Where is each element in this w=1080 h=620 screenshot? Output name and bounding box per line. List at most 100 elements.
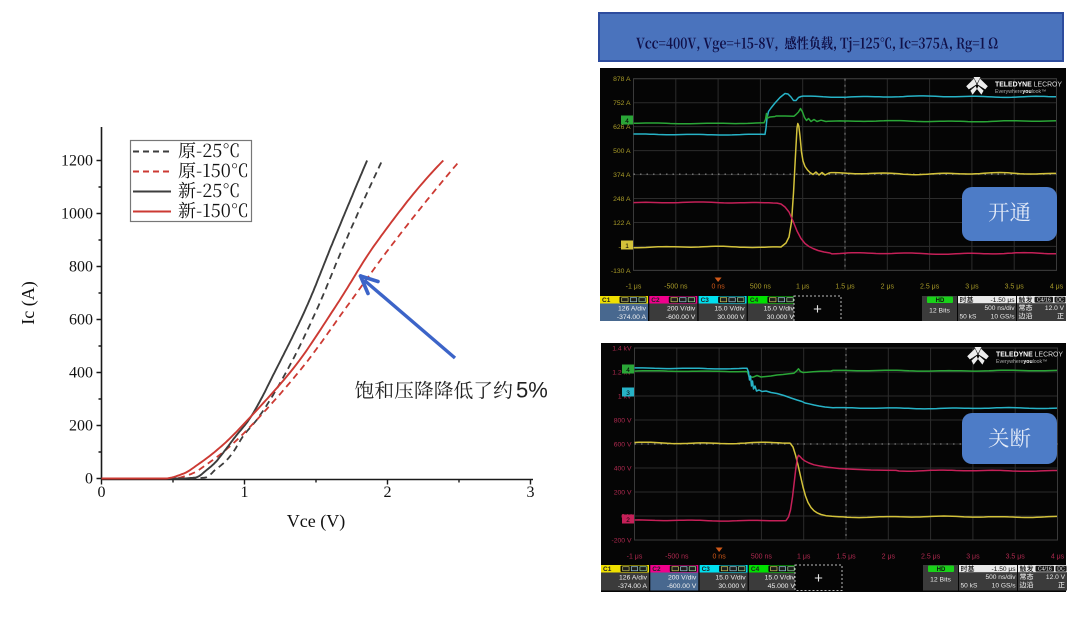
svg-text:374 A: 374 A — [613, 172, 631, 179]
svg-text:HD: HD — [937, 567, 946, 573]
svg-text:2.5 μs: 2.5 μs — [920, 284, 940, 291]
svg-text:-1 μs: -1 μs — [627, 554, 643, 561]
svg-text:800 V: 800 V — [614, 418, 632, 425]
svg-text:12 Bits: 12 Bits — [930, 577, 951, 584]
svg-text:15.0 V/div: 15.0 V/div — [715, 575, 746, 582]
svg-text:1 μs: 1 μs — [796, 284, 810, 291]
svg-text:122 A: 122 A — [613, 220, 631, 227]
svg-text:3: 3 — [626, 390, 630, 397]
svg-text:0 ns: 0 ns — [711, 284, 725, 291]
svg-text:-500 ns: -500 ns — [664, 284, 688, 291]
svg-text:-374.00 A: -374.00 A — [618, 583, 648, 590]
svg-text:3.5 μs: 3.5 μs — [1005, 284, 1025, 291]
svg-text:500 ns: 500 ns — [750, 284, 772, 291]
svg-text:2: 2 — [626, 517, 630, 524]
svg-text:0: 0 — [98, 484, 106, 501]
svg-text:248 A: 248 A — [613, 196, 631, 203]
svg-text:DC: DC — [1056, 298, 1064, 304]
svg-text:10 GS/s: 10 GS/s — [992, 582, 1017, 589]
svg-text:200: 200 — [69, 418, 93, 435]
svg-text:-1.50 μs: -1.50 μs — [991, 297, 1016, 304]
svg-text:C3: C3 — [701, 297, 710, 304]
svg-text:Vce (V): Vce (V) — [287, 511, 345, 532]
svg-text:50 kS: 50 kS — [961, 582, 978, 589]
svg-text:12.0 V: 12.0 V — [1046, 574, 1066, 581]
svg-text:878 A: 878 A — [613, 76, 631, 83]
svg-text:TELEDYNE LECROY: TELEDYNE LECROY — [995, 82, 1062, 89]
svg-text:TELEDYNE LECROY: TELEDYNE LECROY — [996, 352, 1063, 359]
svg-text:5%: 5% — [516, 378, 548, 403]
svg-text:-130 A: -130 A — [611, 268, 631, 275]
svg-text:3.5 μs: 3.5 μs — [1006, 554, 1026, 561]
svg-text:+: + — [814, 570, 823, 587]
svg-text:2 μs: 2 μs — [882, 554, 896, 561]
svg-text:0: 0 — [85, 471, 93, 488]
svg-text:-200 V: -200 V — [611, 538, 631, 545]
svg-text:C4/16: C4/16 — [1038, 567, 1052, 573]
svg-text:HD: HD — [936, 298, 945, 304]
svg-text:600: 600 — [69, 312, 93, 329]
svg-text:30.000 V: 30.000 V — [718, 583, 746, 590]
svg-text:3 μs: 3 μs — [966, 554, 980, 561]
svg-text:Ic (A): Ic (A) — [18, 281, 39, 324]
svg-text:3: 3 — [527, 484, 535, 501]
svg-text:626 A: 626 A — [613, 124, 631, 131]
svg-text:15.0 V/div: 15.0 V/div — [714, 306, 745, 313]
svg-text:4 μs: 4 μs — [1051, 554, 1065, 561]
svg-text:126 A/div: 126 A/div — [619, 575, 648, 582]
svg-text:1: 1 — [625, 243, 629, 250]
svg-text:12.0 V: 12.0 V — [1045, 305, 1065, 312]
svg-text:1 kV: 1 kV — [618, 394, 632, 401]
svg-text:400: 400 — [69, 365, 93, 382]
svg-text:4: 4 — [625, 118, 629, 125]
svg-text:C1: C1 — [603, 566, 612, 573]
svg-text:C2: C2 — [651, 297, 660, 304]
svg-text:1000: 1000 — [61, 206, 93, 223]
svg-text:500 A: 500 A — [613, 148, 631, 155]
svg-text:1 μs: 1 μs — [797, 554, 811, 561]
svg-text:400 V: 400 V — [614, 466, 632, 473]
svg-text:1: 1 — [241, 484, 249, 501]
svg-text:-374.00 A: -374.00 A — [617, 314, 647, 321]
svg-text:15.0 V/div: 15.0 V/div — [764, 306, 795, 313]
svg-text:C1: C1 — [602, 297, 611, 304]
svg-text:45.000 V: 45.000 V — [768, 583, 796, 590]
svg-text:30.000 V: 30.000 V — [717, 314, 745, 321]
svg-text:126 A/div: 126 A/div — [618, 306, 647, 313]
svg-text:1.5 μs: 1.5 μs — [835, 284, 855, 291]
svg-text:C4: C4 — [751, 566, 760, 573]
svg-text:15.0 V/div: 15.0 V/div — [765, 575, 796, 582]
svg-text:2 μs: 2 μs — [881, 284, 895, 291]
svg-text:200 V/div: 200 V/div — [667, 306, 696, 313]
svg-text:1200: 1200 — [61, 153, 93, 170]
svg-text:12 Bits: 12 Bits — [929, 308, 950, 315]
svg-text:C4: C4 — [750, 297, 759, 304]
svg-text:0 ns: 0 ns — [712, 554, 726, 561]
svg-text:C4/16: C4/16 — [1037, 298, 1051, 304]
svg-text:3 μs: 3 μs — [965, 284, 979, 291]
svg-text:1.5 μs: 1.5 μs — [836, 554, 856, 561]
svg-text:-1.50 μs: -1.50 μs — [992, 566, 1017, 573]
svg-text:2.5 μs: 2.5 μs — [921, 554, 941, 561]
svg-text:4: 4 — [626, 367, 630, 374]
svg-text:Everywhereyoulook™: Everywhereyoulook™ — [995, 89, 1046, 95]
svg-text:800: 800 — [69, 259, 93, 276]
svg-text:500 ns/div: 500 ns/div — [984, 305, 1015, 312]
svg-text:+: + — [813, 301, 822, 318]
svg-text:-600.00 V: -600.00 V — [667, 583, 697, 590]
svg-text:C3: C3 — [702, 566, 711, 573]
svg-text:DC: DC — [1057, 567, 1065, 573]
svg-text:-500 ns: -500 ns — [665, 554, 689, 561]
svg-text:200 V/div: 200 V/div — [668, 575, 697, 582]
svg-text:4 μs: 4 μs — [1050, 284, 1064, 291]
svg-text:752 A: 752 A — [613, 100, 631, 107]
svg-text:500 ns/div: 500 ns/div — [985, 574, 1016, 581]
svg-text:30.000 V: 30.000 V — [767, 314, 795, 321]
svg-text:2: 2 — [384, 484, 392, 501]
svg-text:-1 μs: -1 μs — [626, 284, 642, 291]
svg-text:200 V: 200 V — [614, 490, 632, 497]
svg-text:50 kS: 50 kS — [960, 313, 977, 320]
svg-text:1.4 kV: 1.4 kV — [612, 346, 632, 353]
svg-text:10 GS/s: 10 GS/s — [991, 313, 1016, 320]
svg-text:-600.00 V: -600.00 V — [666, 314, 696, 321]
